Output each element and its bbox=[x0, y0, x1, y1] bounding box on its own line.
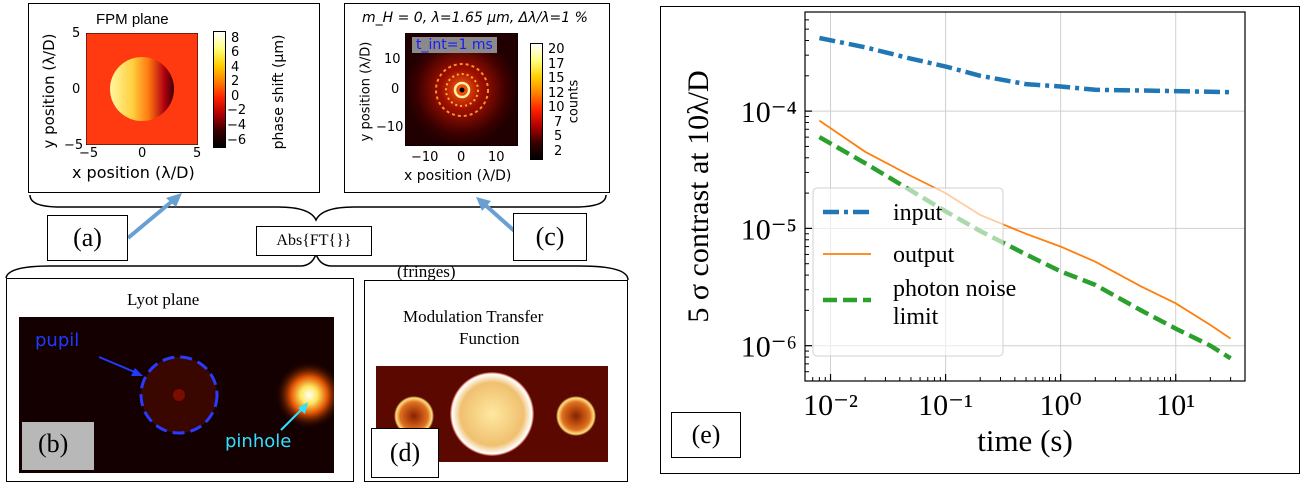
panel-c-annotation: t_int=1 ms bbox=[412, 37, 497, 53]
panel-c-cbtick: 17 bbox=[548, 57, 565, 72]
panel-c-xtick: 0 bbox=[457, 150, 466, 165]
panel-c-xtick: 10 bbox=[488, 150, 505, 165]
series-input-line bbox=[818, 35, 1231, 95]
y-tick-label: 10⁻⁵ bbox=[741, 213, 797, 246]
panel-c-cbtick: 2 bbox=[554, 144, 563, 159]
x-tick-label: 10⁻² bbox=[803, 389, 858, 422]
series-output-line bbox=[818, 119, 1232, 340]
panel-d-label: (d) bbox=[371, 428, 439, 478]
panel-a-cbtick: 4 bbox=[231, 60, 240, 75]
series-photon-noise-limit-line bbox=[818, 135, 1232, 361]
panel-a-cbtick: 2 bbox=[231, 74, 240, 89]
panel-b-title: Lyot plane bbox=[127, 290, 200, 309]
panel-a-cbtick: 0 bbox=[231, 89, 240, 104]
panel-c-cbtick: 5 bbox=[554, 129, 563, 144]
panel-e-label: (e) bbox=[671, 412, 741, 458]
pupil-label: pupil bbox=[35, 330, 80, 351]
legend-label: output bbox=[893, 242, 955, 268]
mtf-image bbox=[376, 366, 608, 462]
panel-a-xtick: 5 bbox=[193, 146, 202, 161]
panel-a-cbtick: −4 bbox=[227, 118, 247, 133]
panel-a-title: FPM plane bbox=[96, 11, 169, 28]
fpm-phase-map bbox=[86, 33, 198, 145]
panel-c-ytick: 0 bbox=[391, 82, 400, 97]
panel-c-cbtick: 7 bbox=[554, 115, 563, 130]
panel-a-ytick: 5 bbox=[72, 26, 81, 41]
lyot-image bbox=[19, 317, 334, 473]
panel-a-ytick: 0 bbox=[72, 82, 81, 97]
panel-c-label: (c) bbox=[513, 213, 587, 261]
panel-a-cbtick: −2 bbox=[227, 103, 247, 118]
panel-c-ytick: −10 bbox=[376, 120, 404, 135]
panel-a-xlabel: x position (λ/D) bbox=[72, 163, 195, 182]
panel-c-ytick: 10 bbox=[384, 52, 401, 67]
y-axis-label: 5 σ contrast at 10λ/D bbox=[682, 70, 715, 322]
panel-d-title-2: Function bbox=[459, 329, 520, 348]
panel-b-label: (b) bbox=[38, 429, 69, 458]
plot-area bbox=[804, 11, 1246, 382]
panel-a-cbtick: −6 bbox=[227, 133, 247, 148]
panel-a-xtick: −5 bbox=[79, 146, 99, 161]
legend-label: input bbox=[893, 200, 943, 226]
x-tick-label: 10⁻¹ bbox=[918, 389, 973, 422]
x-tick-label: 10¹ bbox=[1156, 389, 1195, 422]
y-tick-label: 10⁻⁴ bbox=[741, 96, 797, 129]
y-tick-label: 10⁻⁶ bbox=[741, 331, 797, 364]
legend-box bbox=[812, 187, 1004, 357]
panel-a-cbtick: 8 bbox=[231, 31, 240, 46]
panel-c-cbtick: 15 bbox=[548, 71, 565, 86]
panel-a-xtick: 0 bbox=[138, 146, 147, 161]
x-axis-label: time (s) bbox=[977, 423, 1073, 458]
legend-label: photon noise bbox=[893, 276, 1016, 302]
panel-c-cbtick: 20 bbox=[548, 42, 565, 57]
x-tick-label: 10⁰ bbox=[1040, 389, 1082, 422]
panel-c-xtick: −10 bbox=[411, 150, 439, 165]
panel-a-colorbar bbox=[213, 31, 226, 148]
pinhole-label: pinhole bbox=[225, 431, 292, 452]
panel-a-ytick: −5 bbox=[64, 138, 84, 153]
legend-label: limit bbox=[893, 304, 939, 330]
panel-c-title: m_H = 0, λ=1.65 μm, Δλ/λ=1 % bbox=[362, 10, 588, 26]
panel-c-xlabel: x position (λ/D) bbox=[404, 168, 512, 184]
panel-a-label: (a) bbox=[47, 215, 128, 261]
contrast-chart: 10⁻² 10⁻¹ 10⁰ 10¹ 10⁻⁶ 10⁻⁵ 10⁻⁴ time (s) 5 σ co… bbox=[682, 11, 1246, 458]
transform-label: Abs{FT{}} bbox=[256, 226, 372, 256]
panel-d-title-1: Modulation Transfer bbox=[403, 307, 544, 326]
panel-c-cbtick: 12 bbox=[548, 86, 565, 101]
panel-c-cbtick: 10 bbox=[548, 100, 565, 115]
panel-c-colorbar bbox=[530, 43, 543, 160]
fringes-label: (fringes) bbox=[397, 262, 456, 281]
panel-a-cbtick: 6 bbox=[231, 45, 240, 60]
